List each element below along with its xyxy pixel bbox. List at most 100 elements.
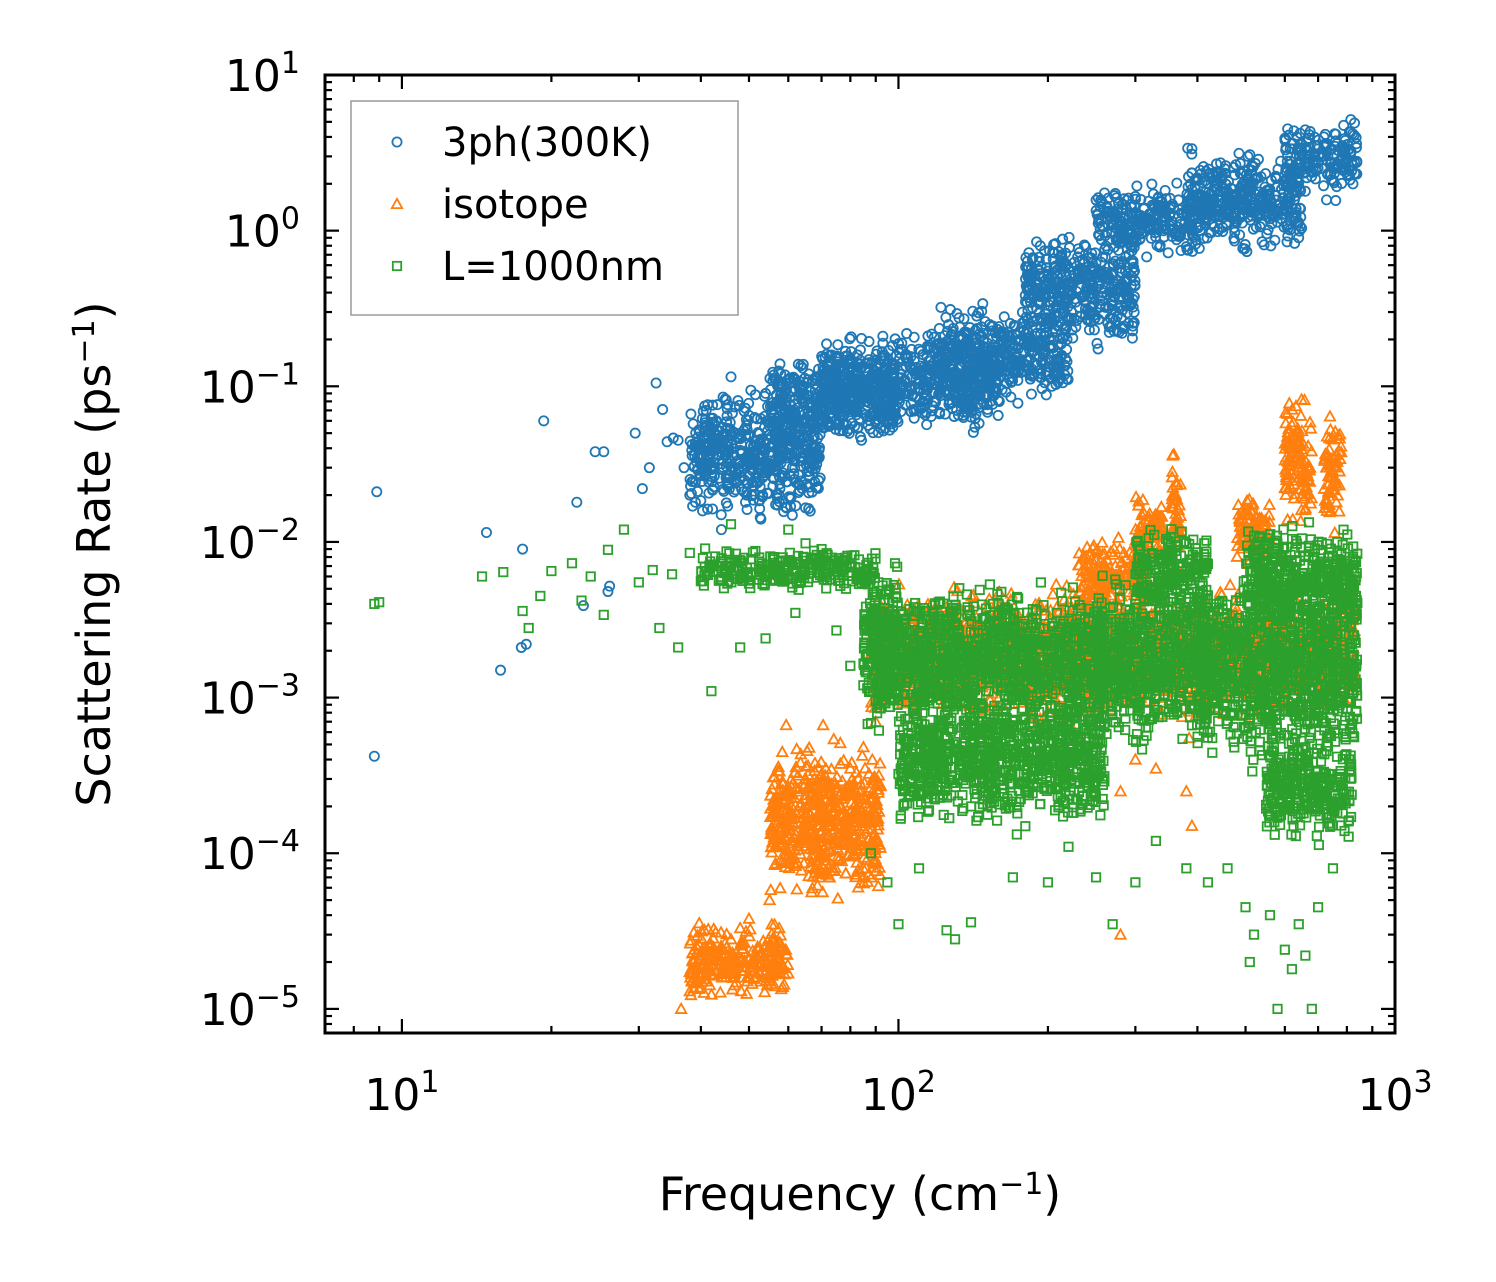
data-point [732,395,744,407]
data-point [368,750,380,762]
data-point [1321,194,1333,206]
data-point [833,756,848,769]
data-point [781,502,793,514]
data-point [815,885,830,898]
series-layer [368,114,1363,1014]
data-point [867,427,879,439]
data-point [602,586,614,598]
data-point [517,543,529,555]
data-point [1282,123,1294,135]
data-point [783,491,795,503]
data-point [716,463,728,475]
data-point [803,470,815,482]
data-point [715,509,727,521]
data-point [789,373,801,385]
data-point [719,450,731,462]
data-point [695,438,707,450]
data-point [745,384,757,396]
data-point [831,891,845,904]
data-point [1146,178,1158,190]
data-point [783,404,795,416]
data-point [722,399,734,411]
data-point [770,465,782,477]
data-point [772,460,784,472]
data-point [865,752,880,765]
data-point [793,469,805,481]
data-point [877,425,889,437]
series-1 [368,114,1363,762]
data-point [752,477,764,489]
data-point [783,449,795,461]
data-point [992,409,1004,421]
data-point [801,430,813,442]
data-point [696,475,708,487]
data-point [741,489,753,501]
data-point [884,424,896,436]
data-point [852,421,864,433]
data-point [1131,180,1143,192]
data-point [1318,180,1330,192]
data-point [719,428,731,440]
data-point [761,487,773,499]
series-2-band-1 [683,916,795,1001]
data-point [694,469,706,481]
data-point [629,427,641,439]
data-point [827,732,841,745]
data-point [786,462,798,474]
data-point [650,377,662,389]
data-point [706,476,718,488]
data-point [795,455,807,467]
data-point [803,410,815,422]
data-point [678,462,690,474]
data-point [1330,195,1342,207]
data-point [754,475,766,487]
data-point [843,427,855,439]
data-point [725,371,737,383]
data-point [779,470,791,482]
data-point [821,338,833,350]
data-point [749,446,761,458]
data-point [886,413,898,425]
data-point [717,391,729,403]
data-point [707,503,719,515]
data-point [797,453,809,465]
data-point [741,503,753,515]
data-point [1091,337,1103,349]
data-point [721,410,733,422]
data-point [784,438,796,450]
data-point [1233,147,1245,159]
data-point [771,415,783,427]
data-point [766,441,778,453]
data-point [764,373,776,385]
data-point [1141,251,1153,263]
data-point [935,301,947,313]
data-point [810,481,822,493]
data-point [1025,388,1037,400]
data-point [803,503,815,515]
data-point [756,459,768,471]
data-point [747,465,759,477]
data-point [721,480,733,492]
data-point [784,391,796,403]
data-point [792,358,804,370]
data-point [743,430,755,442]
data-point [784,493,796,505]
data-point [480,526,492,538]
data-point [715,524,727,536]
data-point [538,415,550,427]
data-point [721,472,733,484]
data-point [901,328,913,340]
data-point [727,463,739,475]
data-point [792,487,804,499]
data-point [1223,578,1237,591]
data-point [721,422,733,434]
data-point [792,423,804,435]
data-point [636,483,648,495]
data-point [770,374,782,386]
data-point [693,424,705,436]
data-point [695,495,707,507]
data-point [721,416,733,428]
data-point [720,497,732,509]
data-point [703,487,715,499]
data-point [764,428,776,440]
